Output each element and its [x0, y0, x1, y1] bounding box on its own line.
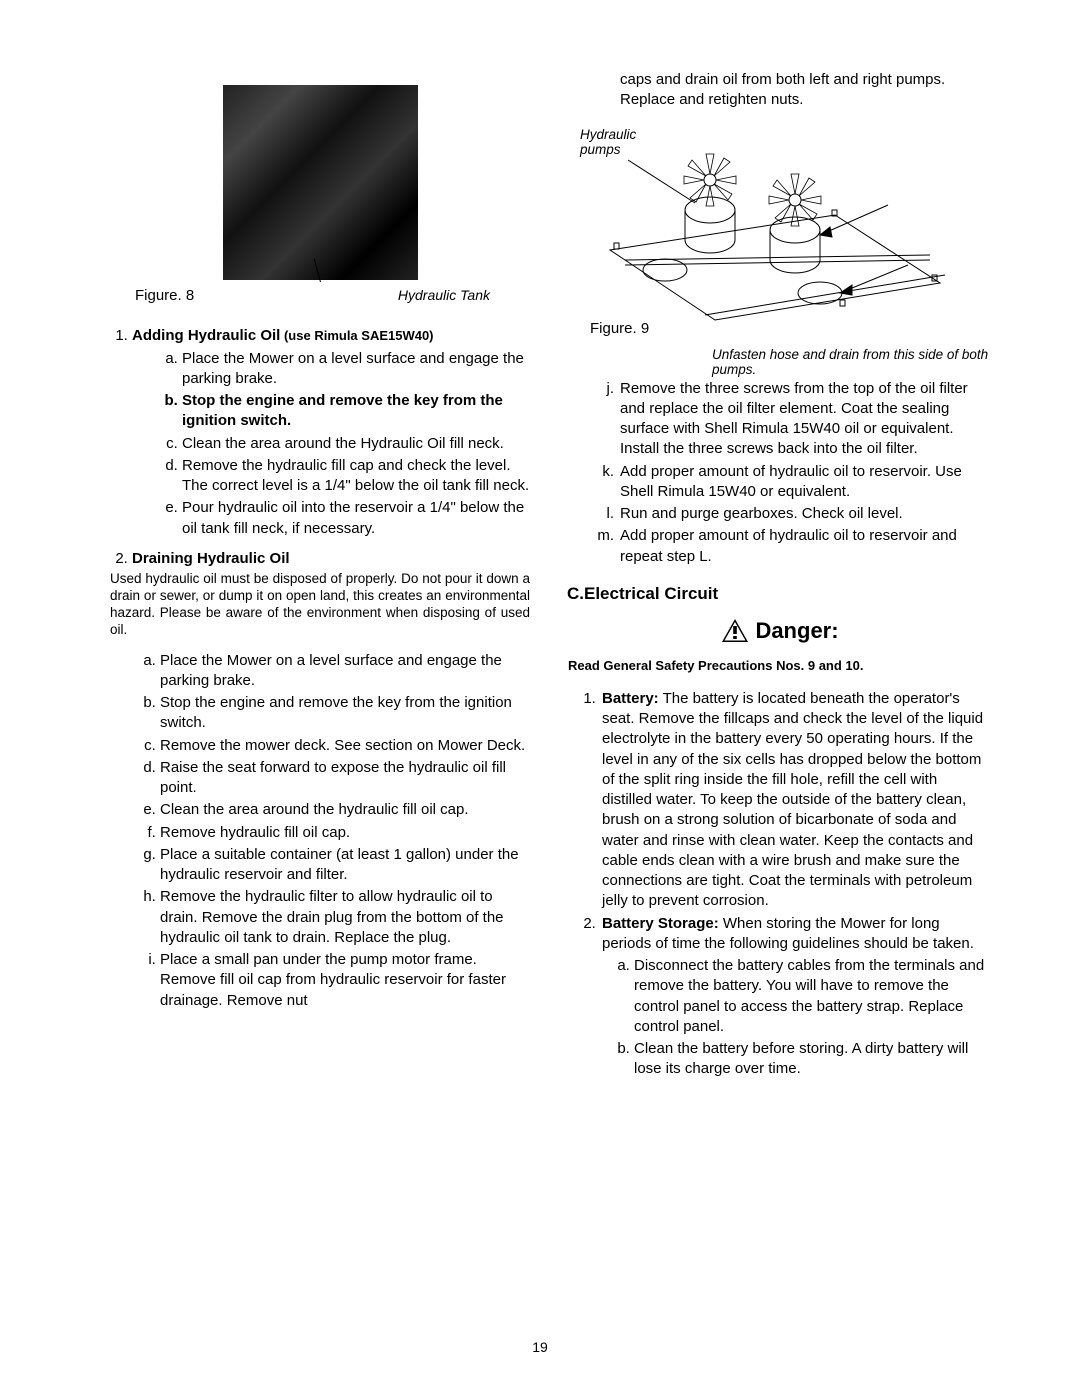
figure-9-note: Unfasten hose and drain from this side o… — [712, 347, 990, 378]
hydraulic-oil-list: Adding Hydraulic Oil (use Rimula SAE15W4… — [110, 326, 530, 569]
step-item: Add proper amount of hydraulic oil to re… — [620, 462, 990, 503]
figure-9-wrap: Hydraulicpumps — [570, 125, 990, 345]
step-item: Clean the area around the Hydraulic Oil … — [182, 434, 530, 454]
step-item: Remove hydraulic fill oil cap. — [160, 823, 530, 843]
battery-text: The battery is located beneath the opera… — [602, 690, 983, 910]
figure-8-photo — [223, 85, 418, 280]
step-item: Pour hydraulic oil into the reservoir a … — [182, 498, 530, 539]
manual-page: Figure. 8 Hydraulic Tank Adding Hydrauli… — [0, 0, 1080, 1397]
step-item: Stop the engine and remove the key from … — [160, 693, 530, 734]
danger-text: Danger: — [755, 616, 838, 646]
drain-disposal-note: Used hydraulic oil must be disposed of p… — [110, 571, 530, 639]
step-item: Run and purge gearboxes. Check oil level… — [620, 504, 990, 524]
battery-storage-item: Battery Storage: When storing the Mower … — [600, 914, 990, 1080]
left-column: Figure. 8 Hydraulic Tank Adding Hydrauli… — [110, 70, 530, 1347]
figure-9-diagram — [580, 125, 970, 335]
step-item: Remove the mower deck. See section on Mo… — [160, 736, 530, 756]
battery-lead: Battery: — [602, 690, 659, 707]
electrical-list: Battery: The battery is located beneath … — [570, 689, 990, 1080]
step-item: Place the Mower on a level surface and e… — [160, 651, 530, 692]
item-2-heading: Draining Hydraulic Oil — [132, 550, 290, 567]
step-item: Clean the area around the hydraulic fill… — [160, 800, 530, 820]
right-column: caps and drain oil from both left and ri… — [570, 70, 990, 1347]
step-item: Place a suitable container (at least 1 g… — [160, 845, 530, 886]
figure-8-caption: Hydraulic Tank — [398, 286, 490, 305]
step-item: Raise the seat forward to expose the hyd… — [160, 758, 530, 799]
steps-j-to-m: Remove the three screws from the top of … — [570, 379, 990, 567]
step-item: Remove the hydraulic filter to allow hyd… — [160, 887, 530, 948]
step-item: Add proper amount of hydraulic oil to re… — [620, 526, 990, 567]
step-item: Place a small pan under the pump motor f… — [160, 950, 530, 1011]
storage-steps: Disconnect the battery cables from the t… — [602, 956, 990, 1080]
figure-8-caption-row: Figure. 8 Hydraulic Tank — [110, 286, 530, 306]
figure-9-label: Figure. 9 — [590, 319, 649, 339]
step-item: Place the Mower on a level surface and e… — [182, 349, 530, 390]
item-1-steps: Place the Mower on a level surface and e… — [132, 349, 530, 539]
item-1-heading: Adding Hydraulic Oil — [132, 327, 280, 344]
step-item: Clean the battery before storing. A dirt… — [634, 1039, 990, 1080]
item-1-adding-oil: Adding Hydraulic Oil (use Rimula SAE15W4… — [132, 326, 530, 539]
item-2-steps: Place the Mower on a level surface and e… — [110, 651, 530, 1011]
item-2-draining-oil: Draining Hydraulic Oil — [132, 549, 530, 569]
section-c-heading: C.Electrical Circuit — [567, 583, 990, 606]
storage-lead: Battery Storage: — [602, 915, 719, 932]
step-item: Stop the engine and remove the key from … — [182, 391, 530, 432]
danger-triangle-icon — [721, 618, 749, 643]
continuation-text: caps and drain oil from both left and ri… — [570, 70, 990, 111]
step-item: Disconnect the battery cables from the t… — [634, 956, 990, 1037]
safety-precautions-line: Read General Safety Precautions Nos. 9 a… — [568, 657, 990, 675]
page-number: 19 — [0, 1338, 1080, 1357]
battery-item: Battery: The battery is located beneath … — [600, 689, 990, 912]
step-item: Remove the three screws from the top of … — [620, 379, 990, 460]
step-item: Remove the hydraulic fill cap and check … — [182, 456, 530, 497]
item-1-suffix: (use Rimula SAE15W40) — [280, 328, 433, 343]
danger-row: Danger: — [570, 616, 990, 646]
figure-8-label: Figure. 8 — [135, 286, 194, 306]
